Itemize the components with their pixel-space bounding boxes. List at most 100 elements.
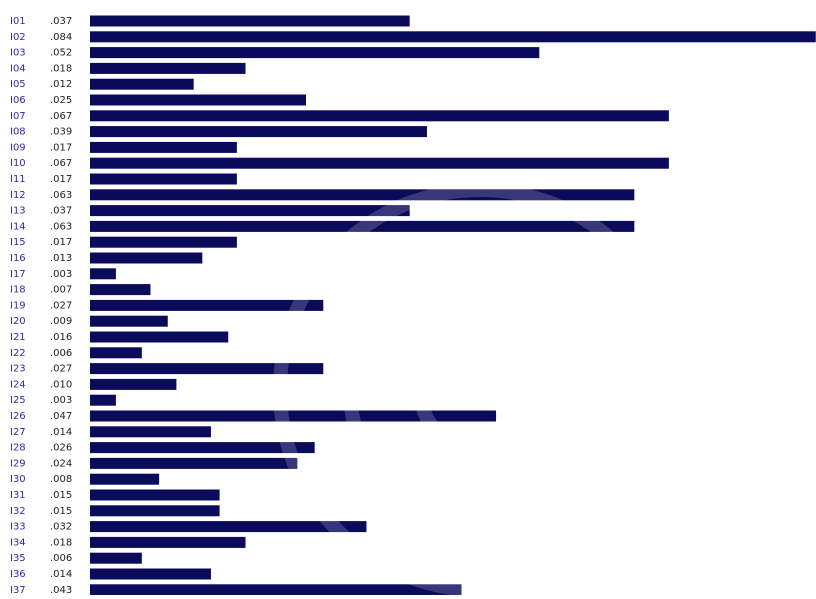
bar [90,363,324,375]
category-label: I31 [10,490,26,501]
value-label: .024 [50,458,72,469]
category-label: I37 [10,585,26,595]
value-label: .010 [50,379,72,390]
value-label: .037 [50,16,72,27]
bar [90,189,635,201]
value-label: .016 [50,332,72,343]
category-label: I12 [10,190,26,201]
value-label: .017 [50,237,72,248]
value-label: .006 [50,553,72,564]
category-label: I09 [10,142,26,153]
bar [90,489,220,501]
category-label: I34 [10,537,26,548]
bar [90,236,237,248]
bar [90,205,410,217]
category-label: I27 [10,427,26,438]
category-label: I21 [10,332,26,343]
category-label: I36 [10,569,26,580]
bar [90,220,635,232]
bar [90,505,220,517]
value-label: .015 [50,490,72,501]
value-label: .063 [50,221,72,232]
value-label: .043 [50,585,72,595]
value-label: .012 [50,79,72,90]
category-label: I25 [10,395,26,406]
category-label: I26 [10,411,26,422]
category-label: I04 [10,63,26,74]
bar [90,378,177,390]
bar [90,94,306,106]
value-label: .067 [50,158,72,169]
category-label: I10 [10,158,26,169]
value-label: .007 [50,285,72,296]
bar [90,331,229,343]
category-label: I07 [10,111,26,122]
bar [90,126,427,138]
value-label: .025 [50,95,72,106]
category-label: I23 [10,364,26,375]
category-label: I32 [10,506,26,517]
value-label: .014 [50,427,72,438]
bar [90,157,669,169]
value-label: .052 [50,48,72,59]
category-label: I05 [10,79,26,90]
bar [90,299,324,311]
bar [90,141,237,153]
bar [90,110,669,122]
value-label: .013 [50,253,72,264]
bar [90,252,203,264]
value-label: .032 [50,522,72,533]
bar [90,315,168,327]
value-label: .047 [50,411,72,422]
bars: I01 .037 I02 .084 I03 .052 I04 .018 I05 .012 I06 .0… [10,15,816,596]
category-label: I22 [10,348,26,359]
value-label: .017 [50,174,72,185]
value-label: .084 [50,32,72,43]
category-label: I11 [10,174,26,185]
category-label: I13 [10,206,26,217]
category-label: I01 [10,16,26,27]
category-label: I15 [10,237,26,248]
bar [90,394,116,406]
value-label: .027 [50,300,72,311]
bar [90,31,816,43]
bar [90,268,116,280]
bar [90,62,246,74]
category-label: I33 [10,522,26,533]
value-label: .063 [50,190,72,201]
category-label: I17 [10,269,26,280]
category-label: I30 [10,474,26,485]
category-label: I06 [10,95,26,106]
category-label: I16 [10,253,26,264]
category-label: I35 [10,553,26,564]
value-label: .039 [50,127,72,138]
category-label: I19 [10,300,26,311]
value-label: .037 [50,206,72,217]
value-label: .003 [50,269,72,280]
bar [90,173,237,185]
bar [90,78,194,90]
value-label: .003 [50,395,72,406]
bar [90,284,151,296]
value-label: .017 [50,142,72,153]
value-label: .006 [50,348,72,359]
bar [90,442,315,454]
category-label: I18 [10,285,26,296]
category-label: I28 [10,443,26,454]
bar [90,568,211,580]
value-label: .018 [50,537,72,548]
category-label: I24 [10,379,26,390]
category-label: I08 [10,127,26,138]
bar [90,536,246,548]
bar [90,521,367,533]
value-label: .027 [50,364,72,375]
bar [90,584,462,596]
value-label: .018 [50,63,72,74]
value-label: .008 [50,474,72,485]
category-label: I20 [10,316,26,327]
bar [90,410,497,422]
category-label: I29 [10,458,26,469]
category-label: I14 [10,221,26,232]
category-label: I03 [10,48,26,59]
